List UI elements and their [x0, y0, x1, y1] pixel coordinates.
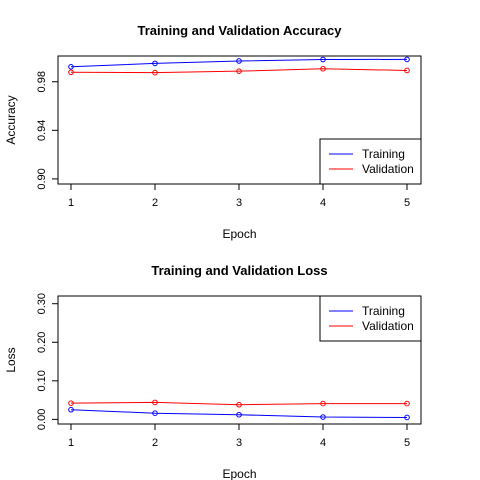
y-tick-label: 0.30: [36, 293, 48, 314]
x-tick-label: 3: [236, 197, 242, 209]
y-tick-label: 0.20: [36, 332, 48, 353]
data-point: [152, 399, 158, 406]
series-line: [70, 409, 408, 418]
y-axis-label: Accuracy: [4, 95, 18, 144]
y-tick-label: 0.10: [36, 370, 48, 391]
y-tick-label: 0.00: [36, 409, 48, 430]
x-tick-label: 3: [236, 437, 242, 449]
x-tick-label: 1: [68, 197, 74, 209]
data-point: [236, 401, 242, 408]
data-point: [236, 68, 242, 74]
x-tick-label: 5: [404, 437, 410, 449]
series-validation: [68, 399, 410, 408]
series-validation: [68, 65, 410, 76]
legend-box: [319, 295, 422, 342]
series-line: [70, 58, 408, 68]
legend-entry: Training: [362, 147, 405, 161]
series-training: [68, 406, 410, 421]
y-axis-label: Loss: [4, 347, 18, 372]
legend-entry: Validation: [362, 162, 414, 176]
legend-entry: Training: [362, 304, 405, 318]
data-point: [152, 60, 158, 67]
x-axis-label: Epoch: [222, 467, 256, 480]
data-point: [68, 400, 74, 406]
series-line: [70, 401, 407, 406]
legend-box: [319, 138, 422, 185]
data-point: [236, 411, 242, 418]
data-point: [68, 64, 74, 70]
data-point: [320, 65, 326, 72]
series-line: [70, 68, 408, 74]
x-tick-label: 1: [68, 437, 74, 449]
data-point: [68, 406, 74, 413]
x-tick-label: 4: [320, 197, 326, 209]
data-point: [320, 56, 326, 63]
x-axis-label: Epoch: [222, 227, 256, 241]
x-tick-label: 2: [152, 197, 158, 209]
chart-title: Training and Validation Accuracy: [138, 23, 343, 38]
data-point: [320, 400, 326, 407]
chart-title: Training and Validation Loss: [151, 263, 327, 278]
chart-0: Training and Validation Accuracy 1 2 3 4 5 0.9…: [4, 23, 422, 241]
x-tick-label: 5: [404, 197, 410, 209]
legend-entry: Validation: [362, 319, 414, 333]
x-tick-label: 4: [320, 437, 326, 449]
data-point: [404, 56, 410, 63]
data-point: [320, 414, 326, 420]
series-training: [68, 56, 410, 70]
y-tick-label: 0.98: [36, 71, 48, 92]
x-tick-label: 2: [152, 437, 158, 449]
data-point: [236, 58, 242, 64]
data-point: [152, 410, 158, 417]
data-point: [404, 400, 410, 407]
y-tick-label: 0.90: [36, 168, 48, 189]
data-point: [404, 67, 410, 74]
data-point: [404, 414, 410, 421]
data-point: [68, 69, 74, 76]
y-tick-label: 0.94: [36, 120, 48, 141]
data-point: [152, 69, 158, 76]
chart-1: Training and Validation Loss 1 2 3 4 5 0.00 0.1…: [4, 263, 422, 480]
